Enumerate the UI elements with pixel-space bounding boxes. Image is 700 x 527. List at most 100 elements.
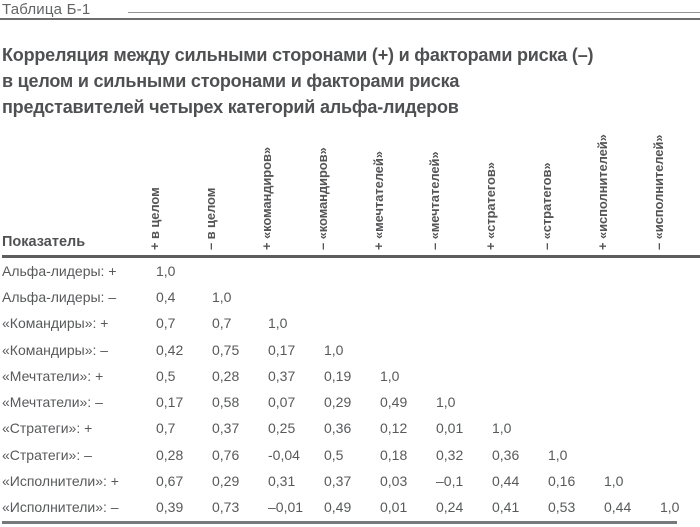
column-header-label: + «командиров»	[259, 146, 274, 250]
value-cell: 0,41	[492, 499, 520, 516]
row-label: «Командиры»: –	[2, 341, 109, 358]
column-header-label: – «командиров»	[315, 147, 330, 250]
value-cell: 1,0	[156, 262, 176, 279]
value-cell: 0,37	[324, 473, 352, 490]
value-cell: 0,32	[436, 446, 464, 463]
value-cell: 0,28	[156, 446, 184, 463]
header-row: Показатель + в целом – в целом + «командир…	[2, 110, 700, 255]
column-header-label: – «мечтателей»	[427, 151, 442, 250]
value-cell: 0,7	[156, 315, 176, 332]
value-cell: 0,03	[380, 473, 408, 490]
value-cell: 1,0	[660, 499, 680, 516]
table-title: Корреляция между сильными сторонами (+) …	[2, 42, 698, 120]
value-cell: 0,49	[380, 394, 408, 411]
value-cell: 0,75	[212, 341, 240, 358]
value-cell: 1,0	[212, 288, 232, 305]
column-header-label: – «стратегов»	[539, 162, 554, 250]
value-cell: 1,0	[268, 315, 288, 332]
value-cell: 1,0	[604, 473, 624, 490]
value-cell: 0,7	[212, 315, 232, 332]
value-cell: 0,19	[324, 367, 352, 384]
top-partial-rule	[128, 12, 700, 13]
value-cell: 0,29	[324, 394, 352, 411]
table-body: Альфа-лидеры: +1,0 Альфа-лидеры: –0,4 1,0 «…	[2, 258, 700, 521]
row-label: «Исполнители»: +	[2, 473, 119, 490]
table-label: Таблица Б-1	[2, 1, 91, 18]
title-line-1: Корреляция между сильными сторонами (+) …	[2, 45, 594, 65]
title-line-2: в целом и сильными сторонами и факторами…	[2, 71, 460, 91]
value-cell: 0,39	[156, 499, 184, 516]
value-cell: 0,16	[548, 473, 576, 490]
column-header-label: – «исполнителей»	[651, 134, 666, 250]
value-cell: 0,53	[548, 499, 576, 516]
table-row: Альфа-лидеры: + 1,0	[2, 258, 700, 284]
row-label: Альфа-лидеры: +	[2, 262, 117, 279]
value-cell: 0,37	[212, 420, 240, 437]
table-row: «Командиры»: – 0,42 0,75 0,17 1,0	[2, 336, 700, 362]
value-cell: 0,5	[156, 367, 176, 384]
table-row: Альфа-лидеры: – 0,4 1,0	[2, 284, 700, 310]
value-cell: 0,36	[324, 420, 352, 437]
table-row: «Мечтатели»: – 0,17 0,58 0,07 0,29 0,49 1,0	[2, 389, 700, 415]
column-header-label: – в целом	[203, 187, 218, 250]
column-header-label: + «мечтателей»	[371, 151, 386, 250]
header-rule	[2, 255, 700, 258]
column-header: – «исполнителей»	[651, 110, 700, 255]
table-row: «Стратеги»: + 0,7 0,37 0,25 0,36 0,12 0,01 1,0	[2, 415, 700, 441]
row-label: «Исполнители»: –	[2, 499, 119, 516]
value-cell: 0,24	[436, 499, 464, 516]
value-cell: -0,04	[268, 446, 300, 463]
value-cell: 1,0	[324, 341, 344, 358]
value-cell: 0,17	[268, 341, 296, 358]
value-cell: –0,01	[268, 499, 304, 516]
value-cell: 0,36	[492, 446, 520, 463]
row-label: «Командиры»: +	[2, 315, 109, 332]
top-full-rule	[0, 18, 700, 20]
value-cell: 0,25	[268, 420, 296, 437]
corner-header: Показатель	[2, 234, 86, 250]
value-cell: 0,12	[380, 420, 408, 437]
row-label: «Стратеги»: +	[2, 420, 93, 437]
row-label: «Стратеги»: –	[2, 446, 92, 463]
value-cell: –0,1	[436, 473, 464, 490]
value-cell: 0,76	[212, 446, 240, 463]
table-row: «Исполнители»: – 0,39 0,73 –0,01 0,49 0,01 0,2…	[2, 494, 700, 520]
value-cell: 0,67	[156, 473, 184, 490]
value-cell: 0,7	[156, 420, 176, 437]
value-cell: 0,58	[212, 394, 240, 411]
value-cell: 0,42	[156, 341, 184, 358]
value-cell: 0,37	[268, 367, 296, 384]
row-label: «Мечтатели»: +	[2, 367, 104, 384]
value-cell: 0,73	[212, 499, 240, 516]
value-cell: 1,0	[380, 367, 400, 384]
value-cell: 1,0	[548, 446, 568, 463]
row-label: «Мечтатели»: –	[2, 394, 103, 411]
table-row: «Командиры»: + 0,7 0,7 1,0	[2, 310, 700, 336]
value-cell: 1,0	[436, 394, 456, 411]
row-label: Альфа-лидеры: –	[2, 288, 117, 305]
column-header-label: + «стратегов»	[483, 162, 498, 250]
value-cell: 0,17	[156, 394, 184, 411]
column-header-label: + «исполнителей»	[595, 134, 610, 250]
value-cell: 0,18	[380, 446, 408, 463]
title-line-3: представителей четырех категорий альфа-л…	[2, 97, 459, 117]
value-cell: 0,01	[380, 499, 408, 516]
table-row: «Исполнители»: + 0,67 0,29 0,31 0,37 0,03 –0,1…	[2, 468, 700, 494]
table-row: «Мечтатели»: + 0,5 0,28 0,37 0,19 1,0	[2, 363, 700, 389]
value-cell: 0,44	[492, 473, 520, 490]
value-cell: 0,5	[324, 446, 344, 463]
value-cell: 0,49	[324, 499, 352, 516]
bottom-rule	[2, 520, 677, 524]
value-cell: 0,44	[604, 499, 632, 516]
value-cell: 0,31	[268, 473, 296, 490]
value-cell: 0,07	[268, 394, 296, 411]
column-header-label: + в целом	[147, 187, 162, 250]
correlation-table: Показатель + в целом – в целом + «командир…	[2, 110, 700, 524]
value-cell: 0,28	[212, 367, 240, 384]
value-cell: 0,01	[436, 420, 464, 437]
table-row: «Стратеги»: – 0,28 0,76 -0,04 0,5 0,18 0,32 0,3…	[2, 442, 700, 468]
value-cell: 0,4	[156, 288, 176, 305]
value-cell: 0,29	[212, 473, 240, 490]
value-cell: 1,0	[492, 420, 512, 437]
